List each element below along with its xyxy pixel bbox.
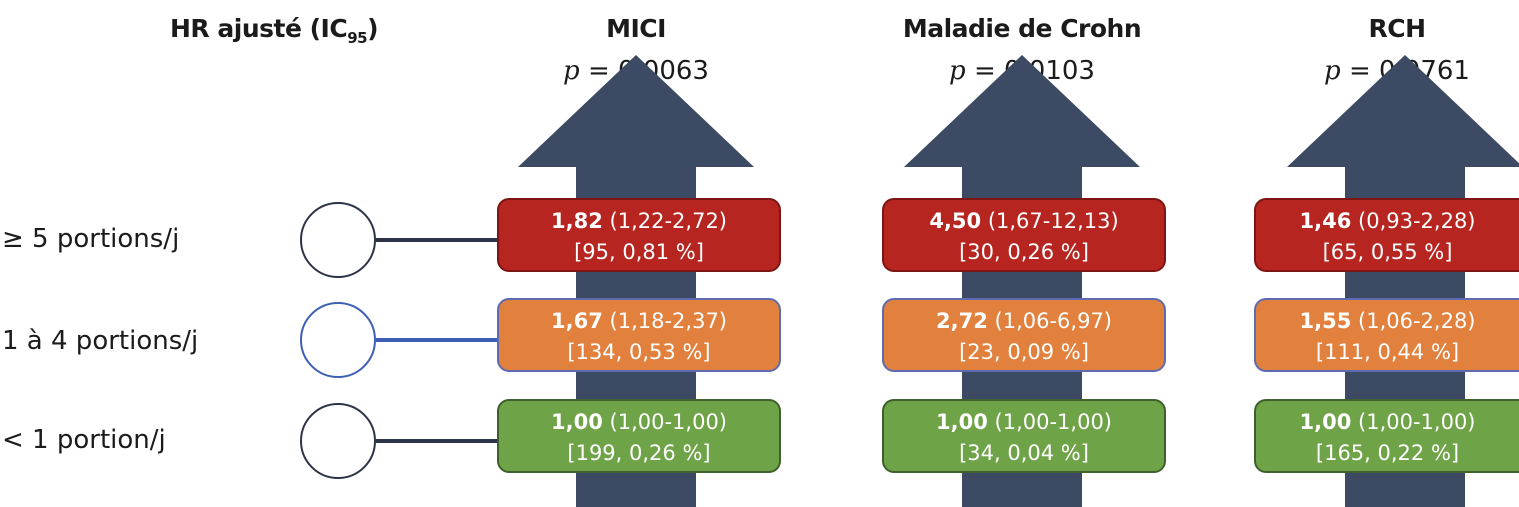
case-count: [95, 0,81 %] <box>574 240 704 264</box>
arrow-shape <box>518 55 754 507</box>
result-box-crohn-high: 4,50 (1,67-12,13) [30, 0,26 %] <box>882 198 1166 272</box>
hr-value: 1,00 <box>1299 410 1352 434</box>
row-connector-low <box>376 439 498 443</box>
row-label-medium: 1 à 4 portions/j <box>2 326 199 356</box>
case-count: [23, 0,09 %] <box>959 340 1089 364</box>
case-count: [165, 0,22 %] <box>1315 441 1460 465</box>
result-box-crohn-low: 1,00 (1,00-1,00) [34, 0,04 %] <box>882 399 1166 473</box>
row-connector-high <box>376 238 498 242</box>
arrow-shape <box>1287 55 1519 507</box>
header-close: ) <box>367 14 378 43</box>
row-label-high: ≥ 5 portions/j <box>2 224 180 254</box>
hr-value: 1,82 <box>551 209 603 233</box>
p-symbol: p <box>1324 56 1341 86</box>
result-box-mici-low: 1,00 (1,00-1,00) [199, 0,26 %] <box>497 399 781 473</box>
row-marker-medium <box>300 302 376 378</box>
hr-value: 1,00 <box>551 410 603 434</box>
hr-value: 1,46 <box>1299 209 1352 233</box>
trend-arrow-mici <box>518 55 754 507</box>
ci-range: (1,00-1,00) <box>994 410 1112 434</box>
arrow-shape <box>904 55 1140 507</box>
ci-range: (1,00-1,00) <box>1358 410 1476 434</box>
result-box-rch-low: 1,00 (1,00-1,00) [165, 0,22 %] <box>1254 399 1519 473</box>
p-symbol: p <box>563 56 580 86</box>
case-count: [111, 0,44 %] <box>1315 340 1460 364</box>
header-title: HR ajusté (IC95) <box>170 14 378 47</box>
ci-range: (0,93-2,28) <box>1358 209 1476 233</box>
header-label: HR ajusté (IC <box>170 14 348 43</box>
trend-arrow-crohn <box>904 55 1140 507</box>
case-count: [199, 0,26 %] <box>567 441 711 465</box>
row-marker-low <box>300 403 376 479</box>
column-title-crohn: Maladie de Crohn <box>902 14 1142 43</box>
result-box-crohn-medium: 2,72 (1,06-6,97) [23, 0,09 %] <box>882 298 1166 372</box>
case-count: [134, 0,53 %] <box>567 340 711 364</box>
row-connector-medium <box>376 338 498 342</box>
result-box-rch-high: 1,46 (0,93-2,28) [65, 0,55 %] <box>1254 198 1519 272</box>
row-label-low: < 1 portion/j <box>2 425 166 455</box>
hr-value: 1,00 <box>936 410 988 434</box>
ci-range: (1,22-2,72) <box>609 209 727 233</box>
row-marker-high <box>300 202 376 278</box>
hr-value: 1,67 <box>551 309 603 333</box>
ci-range: (1,18-2,37) <box>609 309 727 333</box>
case-count: [34, 0,04 %] <box>959 441 1089 465</box>
case-count: [30, 0,26 %] <box>959 240 1089 264</box>
result-box-mici-medium: 1,67 (1,18-2,37) [134, 0,53 %] <box>497 298 781 372</box>
hr-value: 1,55 <box>1299 309 1352 333</box>
case-count: [65, 0,55 %] <box>1322 240 1453 264</box>
hr-value: 4,50 <box>929 209 982 233</box>
ci-range: (1,06-2,28) <box>1358 309 1476 333</box>
header-subscript: 95 <box>347 29 368 47</box>
hr-value: 2,72 <box>936 309 988 333</box>
result-box-rch-medium: 1,55 (1,06-2,28) [111, 0,44 %] <box>1254 298 1519 372</box>
column-title-rch: RCH <box>1368 14 1426 43</box>
ci-range: (1,00-1,00) <box>609 410 727 434</box>
column-title-mici: MICI <box>606 14 666 43</box>
p-symbol: p <box>949 56 966 86</box>
trend-arrow-rch <box>1287 55 1519 507</box>
result-box-mici-high: 1,82 (1,22-2,72) [95, 0,81 %] <box>497 198 781 272</box>
ci-range: (1,67-12,13) <box>987 209 1119 233</box>
ci-range: (1,06-6,97) <box>994 309 1112 333</box>
